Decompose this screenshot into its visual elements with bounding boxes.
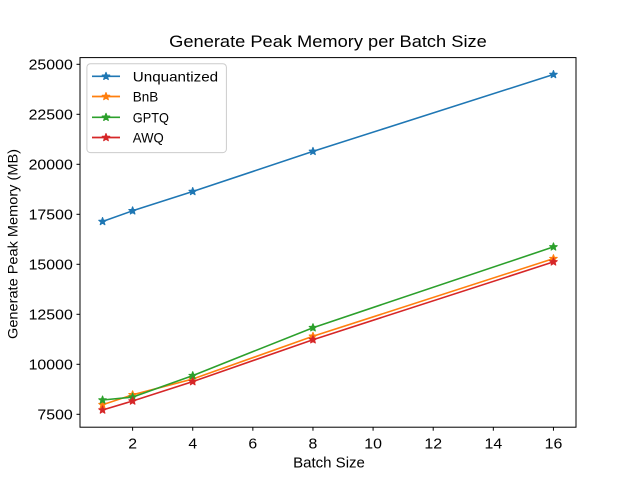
svg-text:2: 2: [128, 437, 137, 453]
svg-text:8: 8: [309, 437, 318, 453]
svg-text:Generate Peak Memory (MB): Generate Peak Memory (MB): [5, 149, 21, 339]
svg-text:7500: 7500: [37, 408, 72, 424]
svg-text:Unquantized: Unquantized: [133, 68, 218, 84]
svg-text:GPTQ: GPTQ: [133, 109, 169, 125]
svg-text:12: 12: [424, 437, 442, 453]
svg-text:10: 10: [364, 437, 382, 453]
svg-text:12500: 12500: [29, 308, 73, 324]
svg-text:Batch Size: Batch Size: [293, 455, 365, 471]
svg-text:20000: 20000: [29, 158, 73, 174]
svg-text:4: 4: [188, 437, 197, 453]
svg-text:25000: 25000: [29, 58, 73, 74]
svg-text:BnB: BnB: [133, 89, 159, 105]
svg-text:AWQ: AWQ: [133, 130, 164, 146]
svg-text:6: 6: [248, 437, 257, 453]
svg-text:17500: 17500: [29, 208, 73, 224]
svg-text:14: 14: [484, 437, 502, 453]
svg-text:Generate Peak Memory per Batch: Generate Peak Memory per Batch Size: [169, 32, 487, 51]
svg-text:22500: 22500: [29, 108, 73, 124]
svg-text:10000: 10000: [29, 358, 73, 374]
svg-text:15000: 15000: [29, 258, 73, 274]
svg-text:16: 16: [545, 437, 563, 453]
